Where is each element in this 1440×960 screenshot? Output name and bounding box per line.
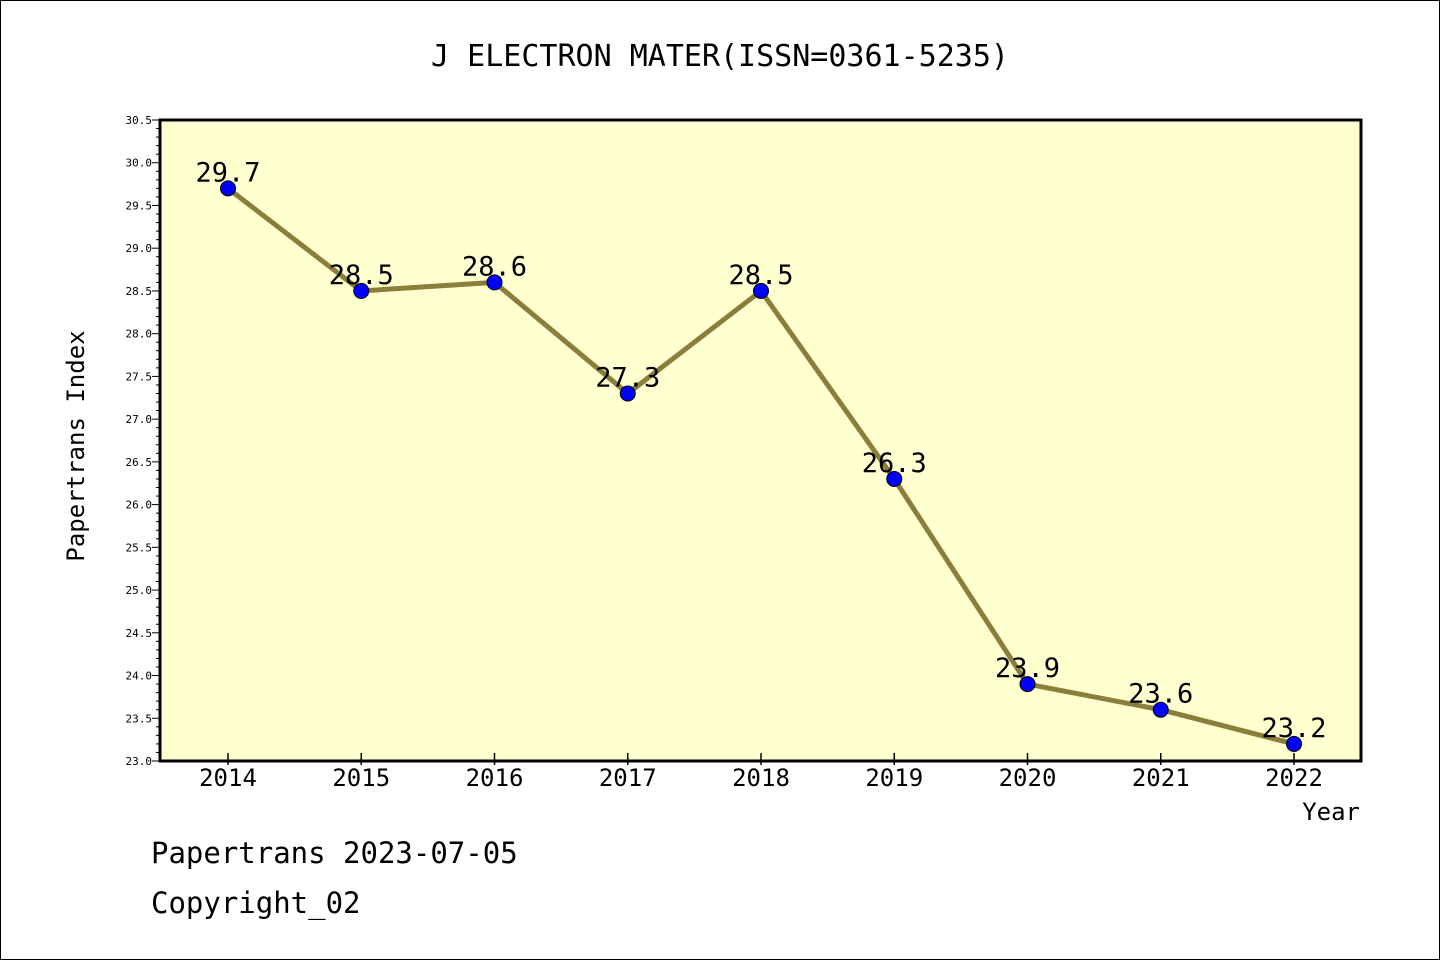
data-points (220, 180, 1302, 752)
y-tick-label: 25.0 (126, 584, 153, 597)
data-label: 23.6 (1128, 679, 1193, 710)
data-labels: 29.7 28.5 28.6 27.3 28.5 26.3 23.9 23.6 23.2 (195, 157, 1326, 744)
footer-date: Papertrans 2023-07-05 (151, 836, 518, 870)
data-point (1152, 701, 1169, 718)
data-point (886, 470, 903, 487)
data-point (619, 385, 636, 402)
y-tick-label: 25.5 (126, 541, 153, 554)
data-point (753, 282, 769, 299)
y-tick-label: 24.5 (126, 627, 153, 640)
x-tick-label: 2015 (332, 764, 390, 792)
y-tick-label: 26.5 (126, 456, 153, 469)
x-tick-label: 2021 (1132, 764, 1190, 792)
x-tick-label: 2016 (466, 764, 524, 792)
y-tick-label: 27.5 (126, 370, 153, 383)
data-point (220, 180, 236, 197)
data-label: 23.2 (1261, 713, 1326, 744)
data-label: 29.7 (195, 157, 260, 188)
x-axis-label: Year (1302, 798, 1360, 826)
data-label: 28.6 (462, 251, 527, 282)
data-label: 28.5 (329, 260, 394, 291)
y-tick-label: 30.0 (126, 157, 153, 170)
y-tick-label: 28.0 (126, 328, 153, 341)
plot-area (158, 118, 1363, 763)
y-tick-label: 23.5 (126, 712, 153, 725)
data-point (1286, 735, 1302, 752)
x-tick-label: 2014 (199, 764, 257, 792)
y-axis-label: Papertrans Index (62, 330, 90, 561)
chart-title: J ELECTRON MATER(ISSN=0361-5235) (431, 39, 1009, 74)
y-tick-label: 29.5 (126, 199, 153, 212)
y-axis: 23.0 23.5 24.0 24.5 25.0 25.5 26.0 26.5 27.0 27.5… (126, 114, 160, 768)
y-tick-label: 30.5 (126, 114, 153, 127)
data-point (353, 282, 370, 299)
y-tick-label: 24.0 (126, 670, 153, 683)
data-label: 27.3 (595, 362, 660, 393)
data-label: 23.9 (995, 653, 1060, 684)
x-tick-label: 2017 (599, 764, 657, 792)
data-point (1019, 676, 1036, 693)
data-point (486, 274, 503, 291)
y-tick-label: 26.0 (126, 499, 153, 512)
x-tick-label: 2022 (1265, 764, 1323, 792)
y-tick-label: 28.5 (126, 285, 153, 298)
x-axis: 2014 2015 2016 2017 2018 2019 2020 2021 2022 (199, 753, 1323, 792)
y-tick-label: 29.0 (126, 242, 153, 255)
y-tick-label: 23.0 (126, 755, 153, 768)
x-tick-label: 2019 (865, 764, 923, 792)
data-label: 26.3 (862, 448, 927, 479)
x-tick-label: 2020 (999, 764, 1057, 792)
footer-copyright: Copyright_02 (151, 886, 361, 920)
y-tick-label: 27.0 (126, 413, 153, 426)
x-tick-label: 2018 (732, 764, 790, 792)
data-label: 28.5 (728, 260, 793, 291)
